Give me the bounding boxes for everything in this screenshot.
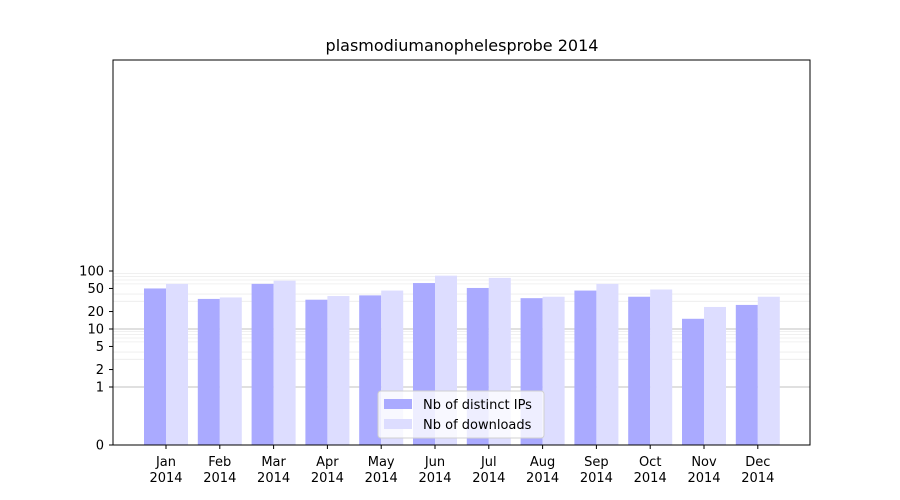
legend: Nb of distinct IPs Nb of downloads: [377, 390, 545, 439]
legend-box: [377, 390, 545, 439]
x-tick-label-year: 2014: [472, 471, 505, 486]
bar-ips: [735, 304, 758, 445]
bar-ips: [197, 298, 220, 445]
x-tick-label-month: Sep: [584, 455, 609, 470]
bars: [144, 275, 780, 445]
x-tick-label-year: 2014: [634, 471, 667, 486]
bar-ips: [144, 288, 166, 445]
x-tick-label-month: Dec: [745, 455, 770, 470]
bar-downloads: [650, 289, 673, 445]
legend-label: Nb of downloads: [423, 418, 532, 433]
y-tick-label: 5: [96, 340, 104, 355]
x-tick-label-month: Oct: [639, 455, 661, 470]
x-axis-ticks: Jan2014Feb2014Mar2014Apr2014May2014Jun20…: [149, 445, 774, 486]
bar-ips: [251, 283, 274, 445]
x-tick-label-year: 2014: [526, 471, 559, 486]
x-tick-label-year: 2014: [149, 471, 182, 486]
x-tick-label-year: 2014: [580, 471, 613, 486]
x-tick-label-month: Mar: [261, 455, 286, 470]
bar-downloads: [757, 296, 780, 445]
x-tick-label-year: 2014: [418, 471, 451, 486]
bar-ips: [682, 318, 704, 445]
legend-swatch: [384, 399, 412, 409]
x-tick-label-year: 2014: [741, 471, 774, 486]
legend-label: Nb of distinct IPs: [423, 398, 532, 413]
y-tick-label: 1: [96, 381, 104, 396]
bar-downloads: [166, 283, 188, 445]
x-tick-label-month: Jan: [155, 455, 176, 470]
y-tick-label: 10: [87, 323, 104, 338]
bar-downloads: [327, 296, 350, 445]
y-tick-label: 100: [79, 265, 104, 280]
x-tick-label-month: Nov: [691, 455, 717, 470]
y-tick-label: 50: [87, 282, 104, 297]
bar-ips: [574, 290, 597, 445]
x-tick-label-month: May: [368, 455, 395, 470]
y-axis-ticks: 0 1 2 5 10 20 50 100: [79, 265, 113, 454]
x-tick-label-month: Aug: [530, 455, 555, 470]
bar-downloads: [596, 283, 619, 445]
y-tick-label: 2: [96, 363, 104, 378]
bar-ips: [359, 295, 382, 445]
y-tick-label: 0: [96, 439, 104, 454]
bar-downloads: [273, 280, 296, 445]
axes-frame: [112, 59, 811, 446]
bar-downloads: [219, 297, 242, 445]
x-tick-label-month: Jun: [424, 455, 445, 470]
x-tick-label-year: 2014: [203, 471, 236, 486]
chart-title: plasmodiumanophelesprobe 2014: [326, 36, 599, 55]
x-tick-label-year: 2014: [257, 471, 290, 486]
legend-swatch: [384, 419, 412, 429]
x-tick-label-year: 2014: [687, 471, 720, 486]
bar-downloads: [542, 296, 565, 445]
x-tick-label-year: 2014: [365, 471, 398, 486]
x-tick-label-month: Feb: [208, 455, 231, 470]
bar-ips: [628, 296, 651, 445]
x-tick-label-month: Jul: [480, 455, 497, 470]
x-tick-label-year: 2014: [311, 471, 344, 486]
x-tick-label-month: Apr: [316, 455, 339, 470]
bar-ips: [305, 299, 328, 445]
y-tick-label: 20: [87, 305, 104, 320]
bar-downloads: [704, 306, 726, 445]
